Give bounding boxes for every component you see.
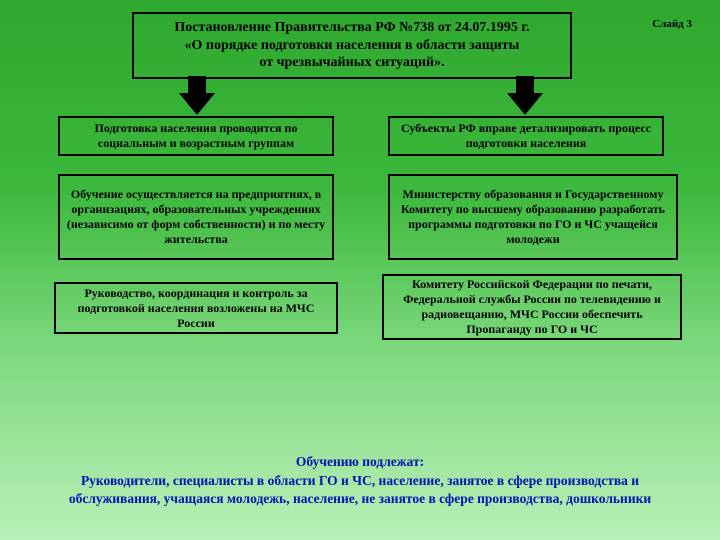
box-right-3-text: Комитету Российской Федерации по печати,… (390, 277, 674, 337)
header-box: Постановление Правительства РФ №738 от 2… (132, 12, 572, 79)
box-right-2: Министерству образования и Государственн… (388, 174, 678, 260)
box-left-1-text: Подготовка населения проводится по социа… (66, 121, 326, 151)
box-right-3: Комитету Российской Федерации по печати,… (382, 274, 682, 340)
header-line-2: «О порядке подготовки населения в област… (144, 37, 560, 55)
box-left-2-text: Обучение осуществляется на предприятиях,… (66, 187, 326, 247)
slide-number: Слайд 3 (652, 18, 692, 30)
arrow-left-head (179, 93, 215, 115)
box-left-1: Подготовка населения проводится по социа… (58, 116, 334, 156)
arrow-right-stem (516, 76, 534, 94)
arrow-left-stem (188, 76, 206, 94)
bottom-body: Руководители, специалисты в области ГО и… (50, 472, 670, 508)
box-right-1-text: Субъекты РФ вправе детализировать процес… (396, 121, 656, 151)
box-left-3: Руководство, координация и контроль за п… (54, 282, 338, 334)
box-right-2-text: Министерству образования и Государственн… (396, 187, 670, 247)
bottom-text: Обучению подлежат: Руководители, специал… (50, 453, 670, 508)
box-left-2: Обучение осуществляется на предприятиях,… (58, 174, 334, 260)
box-right-1: Субъекты РФ вправе детализировать процес… (388, 116, 664, 156)
header-line-1: Постановление Правительства РФ №738 от 2… (144, 19, 560, 37)
header-line-3: от чрезвычайных ситуаций». (144, 54, 560, 72)
arrow-right-head (507, 93, 543, 115)
bottom-title: Обучению подлежат: (50, 453, 670, 471)
box-left-3-text: Руководство, координация и контроль за п… (62, 286, 330, 331)
